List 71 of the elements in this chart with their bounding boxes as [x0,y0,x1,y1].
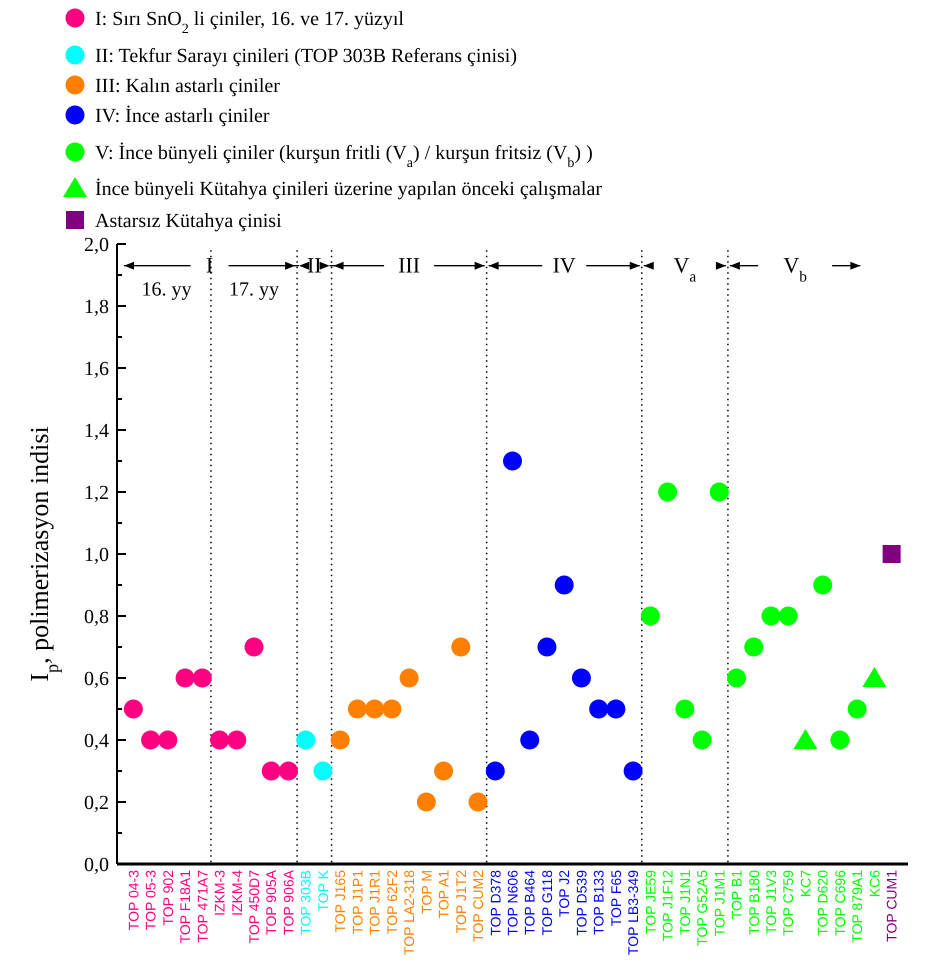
annotation: IV [552,252,576,278]
x-tick-label: TOP D378 [487,870,504,936]
x-tick-label: TOP 471A7 [194,870,210,943]
x-tick-label: TOP 05-3 [142,870,159,930]
x-tick-label: TOP 879A1 [849,870,866,943]
legend-label: Astarsız Kütahya çinisi [95,210,282,232]
x-tick-label: TOP J1V3 [762,870,779,934]
x-tick-label: TOP J1R1 [366,870,383,935]
x-tick-label: TOP J2 [556,870,572,917]
y-tick-label: 0,8 [84,606,109,628]
x-tick-label: TOP J1P1 [349,870,366,934]
x-tick-label: IZKM-3 [212,870,228,916]
legend-label: II: Tekfur Sarayı çinileri (TOP 303B Referans çinisi) [95,45,518,67]
x-tick-label: TOP F18A1 [177,870,194,944]
x-tick-label: TOP D539 [573,870,590,936]
legend-label: V: İnce bünyeli çiniler (kurşun fritli (V$_{a}$) / kurşun fritsiz (V$_{b}$) ) [95,142,593,170]
x-tick-label: TOP B133 [590,870,607,935]
x-tick-label: TOP C696 [832,870,848,936]
y-tick-label: 1,6 [84,358,109,380]
x-tick-label: TOP J1F12 [660,870,676,942]
x-tick-label: TOP 902 [160,870,176,926]
x-tick-label: TOP CUM1 [884,870,900,942]
legend-label: İnce bünyeli Kütahya çinileri üzerine yapılan önceki çalışmalar [95,178,602,200]
annotation: I [206,252,214,278]
legend-label: III: Kalın astarlı çiniler [95,75,280,97]
x-tick-label: KC7 [797,870,814,898]
x-tick-label: TOP 62F2 [384,870,400,934]
x-tick-label: IZKM-4 [228,870,245,916]
y-tick-label: 1,2 [84,482,109,504]
x-tick-label: TOP 04-3 [125,870,142,930]
y-tick-label: 1,8 [84,296,109,318]
annotation: 16. yy [141,278,192,301]
annotation: II [306,252,322,278]
y-tick-label: 0,4 [84,730,109,752]
x-tick-label: TOP A1 [436,870,452,919]
x-tick-label: TOP N606 [504,870,520,936]
x-tick-label: TOP CUM2 [470,870,486,942]
x-tick-label: TOP B180 [746,870,762,935]
x-tick-label: TOP LA2-318 [401,870,418,956]
annotation: V$_{a}$ [673,252,696,286]
x-tick-label: TOP 450D7 [246,870,262,944]
x-tick-label: TOP 906A [280,869,296,935]
x-tick-label: TOP 303B [298,870,314,935]
x-tick-label: TOP 905A [263,869,280,935]
x-tick-label: TOP M [418,870,434,914]
x-tick-label: TOP JE59 [642,870,658,934]
x-tick-label: TOP G52A5 [694,870,710,946]
annotation: V$_{b}$ [783,252,808,286]
y-tick-label: 1,0 [84,544,109,566]
legend-label: IV: İnce astarlı çiniler [95,105,270,127]
x-tick-label: KC6 [866,870,882,898]
legend-label: I: Sırı SnO$_{2}$ li çiniler, 16. ve 17. yüzyıl [95,8,404,36]
x-tick-label: TOP K [314,869,331,912]
y-tick-label: 2,0 [84,234,109,256]
x-tick-label: TOP C759 [780,870,796,936]
x-tick-label: TOP D620 [814,870,831,936]
x-tick-label: TOP J1N1 [676,870,693,935]
x-tick-label: TOP J165 [332,870,348,933]
x-tick-label: TOP G118 [538,870,555,936]
x-tick-label: TOP B1 [728,870,745,920]
x-tick-label: TOP J1M1 [711,870,728,936]
x-tick-label: TOP B464 [522,870,538,935]
y-tick-label: 0,0 [84,854,109,876]
y-tick-label: 0,2 [84,792,109,814]
annotation: III [398,252,420,278]
y-tick-label: 1,4 [84,420,109,442]
x-tick-label: TOP LB3-349 [625,870,642,956]
x-tick-label: TOP F65 [608,870,624,926]
y-tick-label: 0,6 [84,668,109,690]
x-tick-label: TOP J1T2 [452,870,469,934]
annotation: 17. yy [229,278,280,301]
